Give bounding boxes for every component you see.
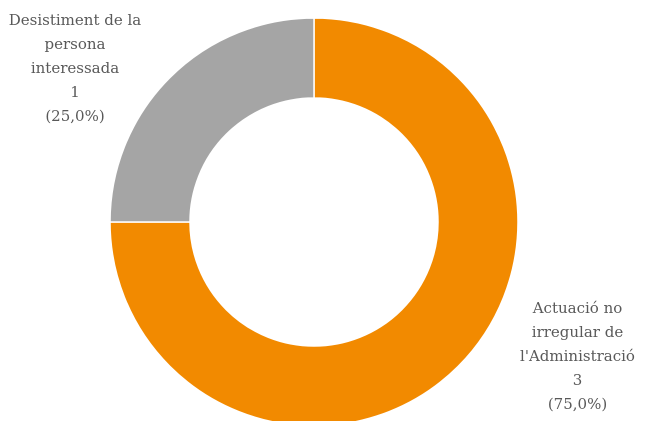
- category-name: Actuació no irregular de l'Administració: [520, 299, 635, 365]
- donut-segment: [109, 17, 315, 223]
- category-name: Desistiment de la persona interessada: [8, 11, 142, 77]
- donut-segment: [109, 17, 519, 421]
- percent-label: (25,0%): [45, 107, 105, 125]
- percent-label: (75,0%): [547, 395, 608, 413]
- segment-label: Desistiment de la persona interessada 1 (2…: [0, 8, 150, 128]
- value-label: 1: [70, 83, 80, 101]
- value-label: 3: [572, 371, 583, 389]
- segment-label: Actuació no irregular de l'Administració…: [500, 296, 645, 416]
